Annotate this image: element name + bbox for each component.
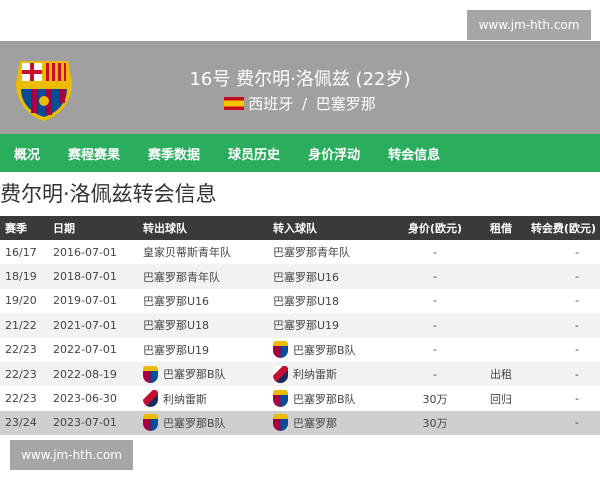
loan: 出租	[470, 361, 524, 387]
season: 21/22	[0, 313, 48, 338]
fee: -	[575, 245, 579, 259]
fcb-crest-icon	[273, 390, 288, 408]
tab-overview[interactable]: 概况	[14, 147, 41, 163]
loan: 回归	[490, 392, 512, 406]
fee: -	[524, 313, 600, 338]
club: 巴塞罗那	[315, 95, 376, 113]
tab-fixtures[interactable]: 赛程赛果	[68, 147, 121, 163]
watermark-top: www.jm-hth.com	[467, 10, 591, 40]
to-team[interactable]: 巴塞罗那青年队	[273, 246, 350, 260]
value: -	[433, 294, 437, 308]
from-team[interactable]: 巴塞罗那青年队	[143, 270, 220, 284]
from-team[interactable]: 巴塞罗那U18	[143, 319, 210, 333]
nav-bar: 概况 赛程赛果 赛季数据 球员历史 身价浮动 转会信息	[0, 134, 600, 172]
from-team[interactable]: 巴塞罗那U16	[143, 294, 210, 308]
from-team[interactable]: 巴塞罗那B队	[163, 368, 226, 382]
loan	[470, 240, 524, 264]
loan	[470, 410, 524, 436]
value: -	[400, 313, 470, 338]
separator: /	[297, 94, 312, 113]
fee: -	[524, 361, 600, 387]
from-team[interactable]: 利纳雷斯	[163, 392, 207, 406]
fcb-crest-icon	[273, 414, 288, 432]
value: 30万	[422, 392, 448, 406]
date: 2023-06-30	[53, 392, 117, 406]
season: 23/24	[0, 410, 48, 436]
fee: -	[575, 294, 579, 308]
fcb-crest-icon	[143, 365, 158, 383]
to-team[interactable]: 利纳雷斯	[293, 368, 337, 382]
tab-history[interactable]: 球员历史	[228, 147, 281, 163]
player-header: 16号 费尔明·洛佩兹 (22岁) 西班牙 / 巴塞罗那	[0, 41, 600, 134]
date: 2022-07-01	[53, 343, 117, 357]
col-to: 转入球队	[268, 216, 400, 240]
to-team[interactable]: 巴塞罗那B队	[293, 392, 356, 406]
fee: -	[524, 264, 600, 289]
fcb-crest-icon	[273, 341, 288, 359]
date: 2022-08-19	[48, 361, 138, 387]
to-team[interactable]: 巴塞罗那U19	[273, 319, 340, 333]
transfer-table: 赛季 日期 转出球队 转入球队 身价(欧元) 租借 转会费(欧元) 16/17 …	[0, 216, 600, 436]
col-fee: 转会费(欧元)	[524, 216, 600, 240]
date: 2021-07-01	[48, 313, 138, 338]
season: 22/23	[5, 392, 37, 406]
col-value: 身价(欧元)	[400, 216, 470, 240]
spain-flag-icon	[224, 97, 245, 110]
nationality: 西班牙	[248, 95, 294, 113]
section-title: 费尔明·洛佩兹转会信息	[0, 182, 217, 206]
table-row: 21/22 2021-07-01 巴塞罗那U18 巴塞罗那U19 - -	[0, 313, 600, 338]
tab-season-stats[interactable]: 赛季数据	[148, 147, 201, 163]
col-from: 转出球队	[138, 216, 268, 240]
watermark-bottom: www.jm-hth.com	[10, 440, 133, 470]
fcb-crest-icon	[143, 414, 158, 432]
season: 22/23	[0, 361, 48, 387]
season: 18/19	[0, 264, 48, 289]
table-row: 19/20 2019-07-01 巴塞罗那U16 巴塞罗那U18 - -	[0, 289, 600, 313]
col-season: 赛季	[0, 216, 48, 240]
season: 16/17	[5, 245, 37, 259]
col-loan: 租借	[470, 216, 524, 240]
from-team[interactable]: 皇家贝蒂斯青年队	[143, 246, 231, 260]
date: 2019-07-01	[53, 294, 117, 308]
to-team[interactable]: 巴塞罗那U18	[273, 294, 340, 308]
player-title: 16号 费尔明·洛佩兹 (22岁)	[189, 69, 411, 90]
fee: -	[524, 410, 600, 436]
date: 2023-07-01	[48, 410, 138, 436]
fee: -	[575, 392, 579, 406]
loan	[470, 313, 524, 338]
season: 19/20	[5, 294, 37, 308]
table-row: 16/17 2016-07-01 皇家贝蒂斯青年队 巴塞罗那青年队 - -	[0, 240, 600, 264]
linares-crest-icon	[143, 390, 158, 408]
table-row: 18/19 2018-07-01 巴塞罗那青年队 巴塞罗那U16 - -	[0, 264, 600, 289]
value: -	[400, 361, 470, 387]
table-row: 22/23 2022-08-19 巴塞罗那B队 利纳雷斯 - 出租 -	[0, 361, 600, 387]
value: -	[433, 245, 437, 259]
table-row: 22/23 2023-06-30 利纳雷斯 巴塞罗那B队 30万 回归 -	[0, 386, 600, 410]
from-team[interactable]: 巴塞罗那U19	[143, 343, 210, 357]
linares-crest-icon	[273, 365, 288, 383]
loan	[470, 289, 524, 313]
to-team[interactable]: 巴塞罗那B队	[293, 343, 356, 357]
value: -	[433, 343, 437, 357]
date: 2016-07-01	[53, 245, 117, 259]
fee: -	[575, 343, 579, 357]
tab-transfers[interactable]: 转会信息	[388, 147, 441, 163]
value: -	[400, 264, 470, 289]
season: 22/23	[5, 343, 37, 357]
tab-market-value[interactable]: 身价浮动	[308, 147, 361, 163]
date: 2018-07-01	[48, 264, 138, 289]
table-row: 23/24 2023-07-01 巴塞罗那B队 巴塞罗那 30万 -	[0, 410, 600, 436]
to-team[interactable]: 巴塞罗那	[293, 416, 337, 430]
to-team[interactable]: 巴塞罗那U16	[273, 270, 340, 284]
loan	[470, 264, 524, 289]
loan	[470, 338, 524, 362]
table-row: 22/23 2022-07-01 巴塞罗那U19 巴塞罗那B队 - -	[0, 338, 600, 362]
fcb-crest-icon	[16, 61, 72, 121]
from-team[interactable]: 巴塞罗那B队	[163, 416, 226, 430]
col-date: 日期	[48, 216, 138, 240]
value: 30万	[400, 410, 470, 436]
player-subtitle: 西班牙 / 巴塞罗那	[0, 93, 600, 114]
